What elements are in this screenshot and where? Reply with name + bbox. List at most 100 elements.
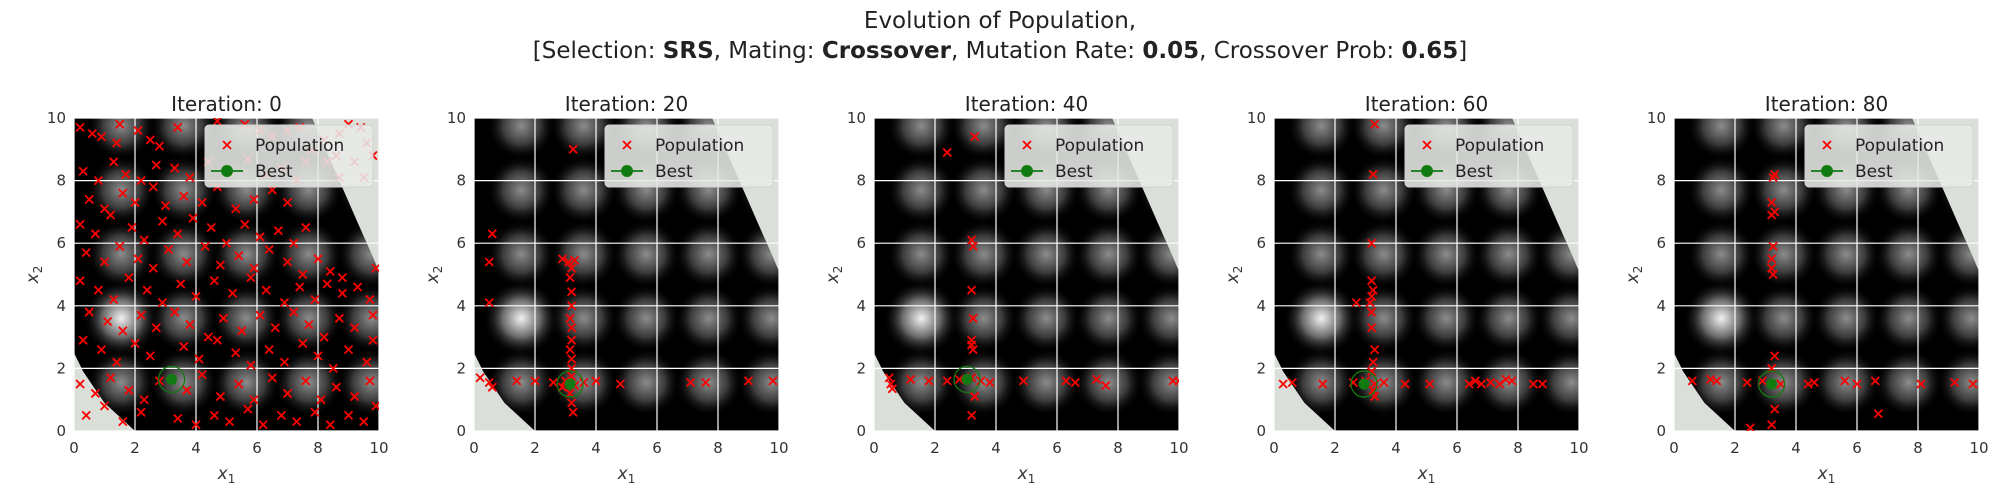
population-point <box>966 410 977 420</box>
population-point <box>182 257 192 267</box>
population-point <box>1776 379 1786 389</box>
population-point <box>118 416 128 427</box>
population-point <box>197 370 207 380</box>
population-point <box>1370 119 1380 129</box>
x-tick-label: 6 <box>252 439 262 457</box>
population-point <box>218 313 229 323</box>
population-point <box>1092 374 1102 384</box>
legend-x-marker <box>622 140 632 150</box>
figure-title-part: 0.65 <box>1401 38 1459 64</box>
panel-2: 0 2 4 6 8 10 0 2 4 6 8 10 Iteration: 40 x1 x2 Populatio… <box>823 92 1189 486</box>
y-axis-label: x2 <box>423 266 445 285</box>
y-tick-label: 6 <box>456 234 466 252</box>
population-point <box>282 388 293 399</box>
population-point <box>1809 377 1819 388</box>
population-point <box>90 229 100 239</box>
population-point <box>1318 379 1328 389</box>
population-point <box>368 310 378 320</box>
population-point <box>1949 377 1960 388</box>
y-axis-label: x2 <box>23 266 45 285</box>
population-point <box>292 416 302 427</box>
x-tick-label: 2 <box>130 439 140 457</box>
population-point <box>139 395 149 405</box>
population-point <box>1366 276 1377 286</box>
legend-x-marker <box>1822 140 1832 150</box>
population-point <box>328 363 338 374</box>
population-point <box>227 288 238 298</box>
y-tick-label: 10 <box>447 109 466 127</box>
legend-box <box>1404 124 1574 188</box>
population-point <box>487 229 497 239</box>
population-point <box>985 377 995 388</box>
population-point <box>148 182 158 192</box>
population-point <box>246 360 256 370</box>
figure-title-part: , Mutation Rate: <box>951 38 1143 64</box>
population-point <box>337 272 348 283</box>
grid <box>74 118 379 431</box>
panel-title: Iteration: 20 <box>565 92 688 116</box>
population-point <box>179 191 189 201</box>
population-point <box>1870 376 1880 386</box>
population-point <box>295 282 305 292</box>
population-point <box>212 335 222 345</box>
legend: Population Best <box>1404 124 1574 188</box>
population-point <box>566 287 577 297</box>
population-point <box>127 222 137 233</box>
population-point <box>130 338 140 348</box>
population-point <box>282 257 293 267</box>
population-point <box>1852 379 1862 389</box>
population-point <box>968 313 978 323</box>
population-point <box>1745 423 1755 431</box>
population-point <box>145 135 155 145</box>
population-point <box>133 125 143 136</box>
population-point <box>484 377 494 388</box>
population-point <box>170 307 180 317</box>
population-point <box>349 391 360 402</box>
population-point <box>1278 379 1288 389</box>
population-series <box>884 132 1179 420</box>
y-tick-label: 4 <box>456 297 466 315</box>
population-point <box>301 376 311 386</box>
population-point <box>185 172 195 183</box>
population-point <box>276 410 287 420</box>
population-point <box>136 310 146 320</box>
panel-3: 0 2 4 6 8 10 0 2 4 6 8 10 Iteration: 60 x1 x2 Populatio… <box>1223 92 1589 486</box>
x-tick-label: 10 <box>1169 439 1188 457</box>
population-point <box>154 141 165 151</box>
x-tick-label: 0 <box>1269 439 1279 457</box>
population-point <box>224 416 235 427</box>
best-highlight-ring <box>556 370 584 398</box>
population-point <box>1507 376 1517 386</box>
legend-label-best: Best <box>1855 162 1893 182</box>
best-highlight-ring <box>1350 370 1378 398</box>
y-tick-label: 6 <box>1256 234 1266 252</box>
x-axis-label: x1 <box>217 464 236 486</box>
population-point <box>112 357 122 367</box>
x-tick-label: 2 <box>1330 439 1340 457</box>
x-tick-label: 10 <box>769 439 788 457</box>
population-point <box>200 241 210 251</box>
y-tick-label: 2 <box>456 359 466 377</box>
x-tick-label: 6 <box>652 439 662 457</box>
figure-title-line-2: [Selection: SRS, Mating: Crossover, Muta… <box>0 36 2000 66</box>
population-point <box>484 298 494 308</box>
y-tick-label: 8 <box>1256 172 1266 190</box>
population-point <box>87 129 97 139</box>
panel-title: Iteration: 60 <box>1365 92 1488 116</box>
population-point <box>954 374 965 384</box>
population-point <box>133 254 143 264</box>
legend: Population Best <box>1004 124 1174 188</box>
population-point <box>148 263 158 273</box>
population-point <box>249 395 259 405</box>
x-tick-label: 0 <box>69 439 79 457</box>
population-point <box>93 285 104 295</box>
y-axis-label: x2 <box>1223 266 1245 285</box>
population-point <box>1768 241 1778 251</box>
population-point <box>905 374 916 384</box>
population-point <box>530 376 540 386</box>
population-point <box>124 272 134 283</box>
population-point <box>1379 377 1389 388</box>
x-tick-label: 6 <box>1052 439 1062 457</box>
y-tick-label: 2 <box>1256 359 1266 377</box>
